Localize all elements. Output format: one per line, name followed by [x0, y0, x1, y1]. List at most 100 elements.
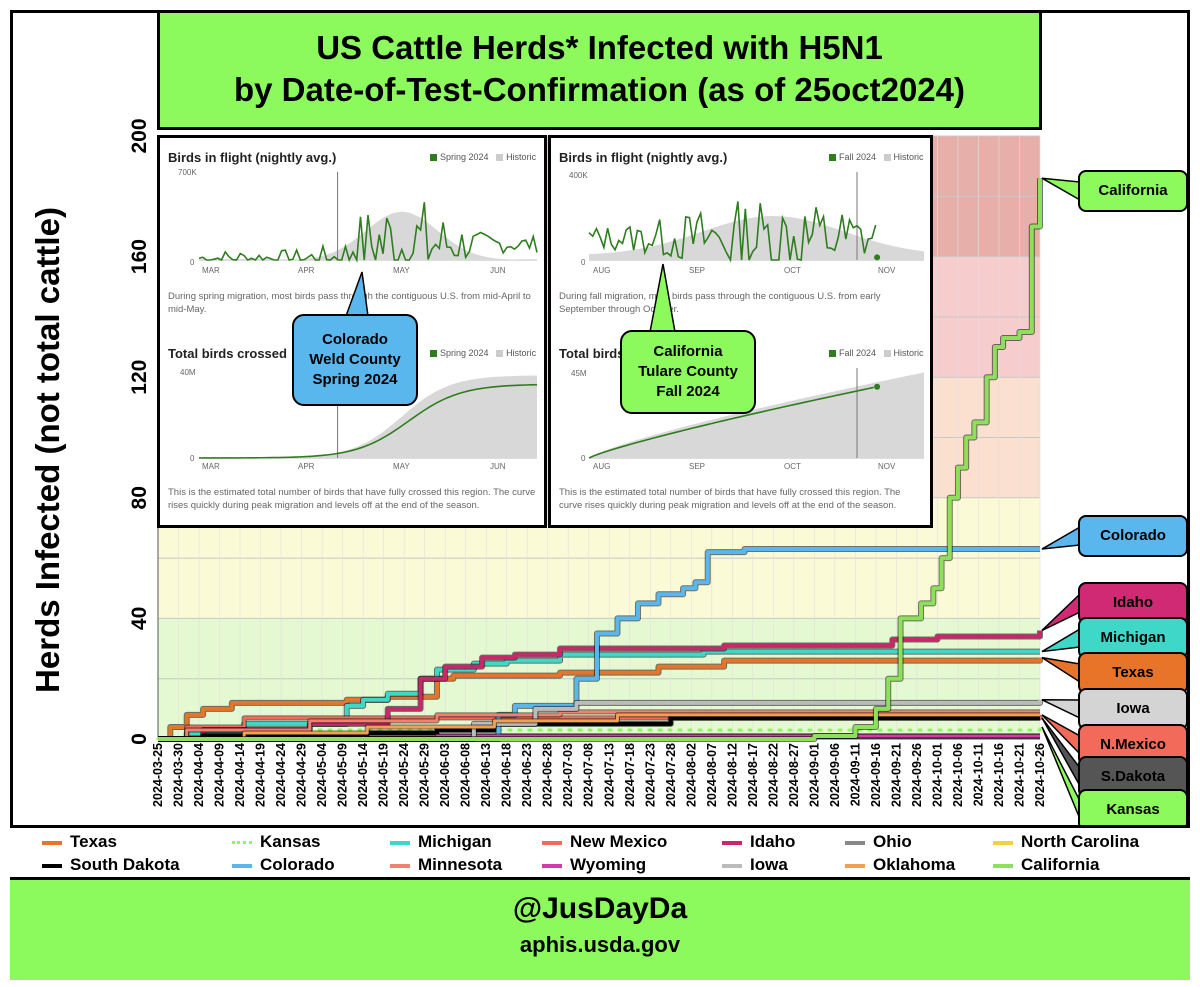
fall-flight-y0: 0: [581, 258, 586, 267]
fall-total-desc: This is the estimated total number of bi…: [559, 487, 901, 511]
x-tick-label: 2024-06-18: [500, 743, 514, 807]
fall-total-y0: 0: [581, 454, 586, 463]
california-tulare-callout: California Tulare County Fall 2024: [620, 330, 756, 414]
fall-flight-legend: Fall 2024 Historic: [829, 152, 924, 162]
fall-flight-month-1: AUG: [593, 266, 611, 275]
y-tick-label: 200: [128, 118, 151, 153]
legend-label: South Dakota: [70, 855, 180, 874]
x-tick-label: 2024-04-14: [233, 743, 247, 807]
x-tick-label: 2024-05-29: [418, 743, 432, 807]
legend-label: Iowa: [750, 855, 788, 874]
legend-label: North Carolina: [1021, 832, 1140, 851]
spring-total-title: Total birds crossed: [168, 346, 287, 361]
legend-item-wyoming: Wyoming: [542, 855, 646, 875]
fall-total-title: Total birds: [559, 346, 625, 361]
end-label-colorado: Colorado: [1078, 515, 1188, 557]
legend-swatch: [390, 840, 410, 845]
legend-label: California: [1021, 855, 1100, 874]
x-tick-label: 2024-06-08: [459, 743, 473, 807]
fall-total-month-1: AUG: [593, 462, 611, 471]
x-tick-label: 2024-03-25: [151, 743, 165, 807]
end-label-pointer-idaho: [1041, 592, 1081, 632]
x-tick-label: 2024-07-28: [664, 743, 678, 807]
colorado-callout-line-3: Spring 2024: [312, 371, 398, 388]
legend-label: Kansas: [260, 832, 321, 851]
spring-flight-ymax: 700K: [178, 168, 197, 177]
spring-total-month-2: APR: [298, 462, 315, 471]
x-tick-label: 2024-06-28: [541, 743, 555, 807]
end-label-pointer-california: [1041, 177, 1081, 202]
title-line-2: by Date-of-Test-Confirmation (as of 25oc…: [234, 71, 965, 108]
legend-swatch: [542, 863, 562, 868]
legend-label: Michigan: [418, 832, 492, 851]
footer-source: aphis.usda.gov: [519, 932, 681, 957]
y-tick-label: 0: [128, 733, 151, 745]
spring-flight-month-2: APR: [298, 266, 315, 275]
x-tick-label: 2024-07-23: [643, 743, 657, 807]
spring-flight-y0: 0: [190, 258, 195, 267]
legend-item-north-carolina: North Carolina: [993, 832, 1139, 852]
legend-label: Colorado: [260, 855, 335, 874]
y-tick-label: 120: [128, 360, 151, 395]
legend-item-ohio: Ohio: [845, 832, 912, 852]
legend-item-michigan: Michigan: [390, 832, 492, 852]
legend-label: Wyoming: [570, 855, 647, 874]
x-tick-label: 2024-04-19: [254, 743, 268, 807]
x-tick-label: 2024-07-18: [623, 743, 637, 807]
spring-legend-square-icon: [430, 154, 437, 162]
x-tick-label: 2024-09-11: [848, 743, 862, 806]
x-tick-label: 2024-04-09: [213, 743, 227, 807]
x-tick-label: 2024-05-09: [336, 743, 350, 807]
spring-flight-legend: Spring 2024 Historic: [430, 152, 536, 162]
x-tick-label: 2024-09-01: [807, 743, 821, 807]
x-tick-label: 2024-08-07: [705, 743, 719, 807]
x-tick-label: 2024-10-26: [1033, 743, 1047, 807]
legend-swatch: [390, 863, 410, 868]
california-callout-line-3: Fall 2024: [656, 383, 720, 400]
series-line-oklahoma: [158, 713, 1040, 741]
x-tick-label: 2024-05-04: [315, 743, 329, 807]
x-tick-label: 2024-07-08: [582, 743, 596, 807]
x-tick-label: 2024-09-16: [869, 743, 883, 807]
end-label-pointer-iowa: [1041, 699, 1081, 720]
fall-flight-legend-a: Fall 2024: [839, 152, 877, 162]
legend-swatch: [845, 840, 865, 845]
fall-flight-ymax: 400K: [569, 171, 588, 180]
series-line-minnesota: [158, 710, 1040, 741]
x-tick-label: 2024-09-06: [828, 743, 842, 807]
fall-total-legend: Fall 2024 Historic: [829, 348, 924, 358]
x-tick-label: 2024-06-03: [438, 743, 452, 807]
x-tick-label: 2024-03-30: [172, 743, 186, 807]
spring-flight-legend-a: Spring 2024: [440, 152, 489, 162]
legend-swatch: [232, 863, 252, 868]
spring-flight-month-1: MAR: [202, 266, 220, 275]
legend-label: Idaho: [750, 832, 796, 851]
end-label-texas: Texas: [1078, 652, 1188, 694]
spring-flight-month-3: MAY: [393, 266, 410, 275]
legend-item-south-dakota: South Dakota: [42, 855, 180, 875]
x-tick-label: 2024-08-02: [684, 743, 698, 807]
footer: @JusDayDa aphis.usda.gov: [10, 877, 1190, 980]
legend-swatch: [722, 840, 742, 845]
x-tick-label: 2024-09-26: [910, 743, 924, 807]
fall-flight-month-3: OCT: [784, 266, 801, 275]
x-tick-label: 2024-08-12: [725, 743, 739, 807]
end-label-pointer-michigan: [1041, 627, 1081, 653]
chart-title: US Cattle Herds* Infected with H5N1 by D…: [157, 10, 1042, 130]
colorado-weld-callout: Colorado Weld County Spring 2024: [292, 314, 418, 406]
x-tick-label: 2024-04-24: [274, 743, 288, 807]
end-label-pointer-colorado: [1041, 525, 1081, 550]
historic-legend-square-icon: [883, 154, 891, 162]
legend: Texas Kansas Michigan New Mexico Idaho Ohio No…: [10, 825, 1190, 877]
legend-item-california: California: [993, 855, 1099, 875]
spring-total-legend-a: Spring 2024: [440, 348, 489, 358]
x-tick-label: 2024-05-14: [356, 743, 370, 807]
fall-total-month-4: NOV: [878, 462, 896, 471]
legend-item-new-mexico: New Mexico: [542, 832, 667, 852]
historic-legend-square-icon: [883, 350, 891, 358]
legend-item-idaho: Idaho: [722, 832, 795, 852]
fall-total-month-2: SEP: [689, 462, 706, 471]
fall-flight-legend-b: Historic: [893, 152, 924, 162]
x-tick-label: 2024-05-24: [397, 743, 411, 807]
fall-flight-month-2: SEP: [689, 266, 706, 275]
